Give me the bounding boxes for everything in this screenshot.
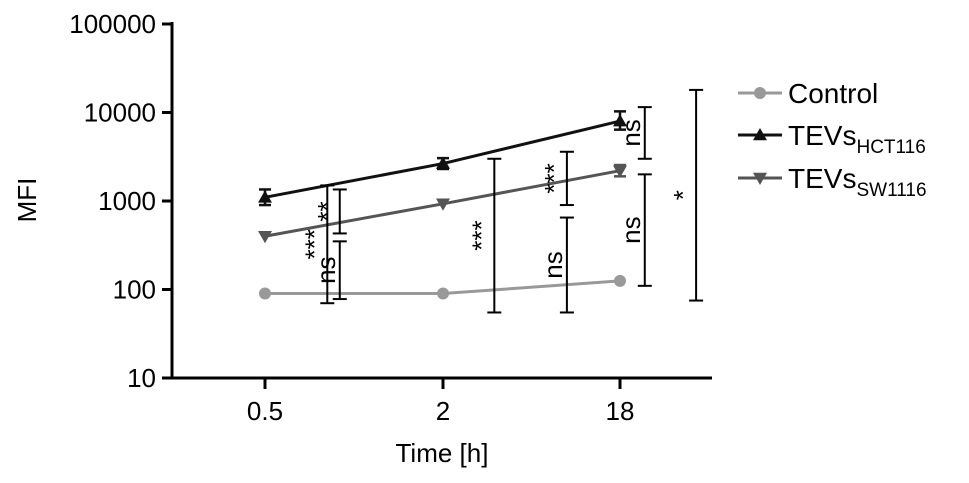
legend-marker	[753, 172, 767, 185]
legend-item: TEVsSW1116	[738, 163, 927, 201]
significance-label: ***	[299, 229, 329, 259]
legend-item: Control	[738, 78, 878, 109]
significance-label: ns	[311, 256, 341, 283]
y-tick-label: 10	[127, 363, 156, 393]
data-point	[613, 165, 627, 178]
data-point	[258, 190, 272, 203]
x-tick-label: 18	[606, 396, 635, 426]
significance-bracket: ns	[311, 240, 347, 301]
significance-label: ***	[466, 220, 496, 250]
significance-bracket: *	[668, 88, 704, 302]
significance-bracket: ns	[616, 106, 652, 160]
y-axis-ticks: 10 100 1000 10000 100000	[69, 9, 172, 393]
data-point	[259, 287, 271, 300]
data-point	[613, 114, 627, 127]
significance-label: ns	[538, 251, 568, 278]
legend-marker	[754, 87, 766, 99]
significance-bracket: ns	[616, 173, 652, 287]
series-tevshct116	[258, 110, 627, 207]
significance-bracket: ***	[299, 184, 335, 305]
y-tick-label: 100000	[69, 9, 156, 39]
significance-label: ns	[616, 216, 646, 243]
x-tick-label: 2	[436, 396, 450, 426]
x-tick-label: 0.5	[247, 396, 283, 426]
y-axis-title: MFI	[12, 178, 42, 223]
x-axis-ticks: 0.5 2 18	[247, 378, 635, 426]
legend-label: TEVsHCT116	[788, 120, 926, 158]
legend-item: TEVsHCT116	[738, 120, 926, 158]
data-point	[437, 287, 449, 300]
data-point	[258, 230, 272, 244]
significance-label: ***	[539, 163, 569, 193]
legend-marker	[753, 128, 767, 141]
data-point	[614, 274, 626, 287]
y-tick-label: 1000	[98, 186, 156, 216]
significance-bracket: ***	[539, 150, 574, 207]
significance-bracket: **	[312, 188, 347, 235]
significance-label: **	[312, 201, 342, 221]
significance-bracket: ***	[466, 157, 502, 314]
significance-label: ns	[616, 119, 646, 146]
series-control	[259, 274, 626, 300]
x-axis-title: Time [h]	[396, 438, 489, 468]
y-tick-label: 100	[113, 275, 156, 305]
legend-label: Control	[788, 78, 878, 109]
legend-label: TEVsSW1116	[788, 163, 927, 201]
legend: Control TEVsHCT116 TEVsSW1116	[738, 78, 927, 201]
data-point	[436, 198, 450, 211]
data-point	[436, 156, 450, 169]
significance-bracket: ns	[538, 216, 574, 314]
series-tevssw1116	[258, 163, 627, 244]
y-tick-label: 10000	[84, 98, 156, 128]
significance-label: *	[668, 190, 698, 200]
